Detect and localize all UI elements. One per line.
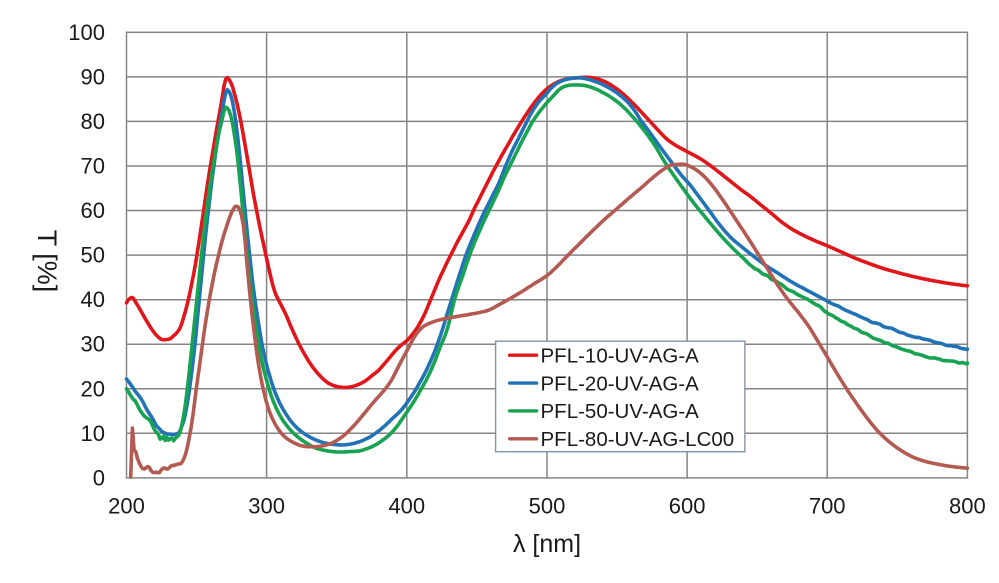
svg-text:700: 700 [809, 494, 846, 519]
svg-text:100: 100 [68, 20, 105, 45]
svg-text:30: 30 [81, 332, 105, 357]
svg-text:600: 600 [669, 494, 706, 519]
svg-text:300: 300 [248, 494, 285, 519]
svg-text:PFL-50-UV-AG-A: PFL-50-UV-AG-A [541, 400, 700, 423]
svg-text:80: 80 [81, 109, 105, 134]
svg-text:40: 40 [81, 287, 105, 312]
svg-text:800: 800 [949, 494, 986, 519]
svg-text:0: 0 [93, 465, 105, 490]
svg-text:400: 400 [388, 494, 425, 519]
svg-text:60: 60 [81, 198, 105, 223]
svg-text:20: 20 [81, 376, 105, 401]
svg-text:PFL-80-UV-AG-LC00: PFL-80-UV-AG-LC00 [541, 428, 735, 451]
svg-text:50: 50 [81, 243, 105, 268]
svg-text:λ [nm]: λ [nm] [513, 530, 581, 558]
svg-text:500: 500 [529, 494, 566, 519]
svg-text:PFL-10-UV-AG-A: PFL-10-UV-AG-A [541, 345, 700, 368]
svg-text:10: 10 [81, 421, 105, 446]
svg-text:T [%]: T [%] [32, 230, 62, 293]
svg-text:90: 90 [81, 64, 105, 89]
svg-text:PFL-20-UV-AG-A: PFL-20-UV-AG-A [541, 372, 700, 395]
svg-text:70: 70 [81, 154, 105, 179]
svg-text:200: 200 [108, 494, 145, 519]
